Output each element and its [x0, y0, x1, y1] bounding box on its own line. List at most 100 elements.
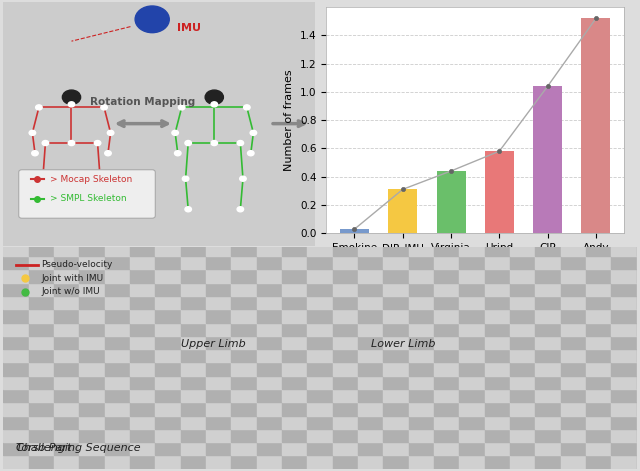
Bar: [536, 362, 561, 376]
Bar: [460, 283, 484, 296]
Bar: [637, 415, 640, 429]
Title: Enriched Data With Real IMU: Enriched Data With Real IMU: [380, 0, 571, 2]
Bar: [611, 190, 637, 203]
Bar: [358, 323, 383, 336]
Bar: [611, 163, 637, 177]
Bar: [484, 177, 510, 190]
Bar: [611, 229, 637, 243]
Bar: [333, 123, 358, 137]
Circle shape: [68, 102, 75, 107]
Bar: [257, 455, 282, 469]
Circle shape: [179, 105, 185, 110]
Bar: [104, 323, 130, 336]
Bar: [307, 455, 333, 469]
Bar: [104, 349, 130, 362]
Bar: [257, 283, 282, 296]
Bar: [434, 442, 460, 455]
Bar: [282, 309, 307, 323]
Bar: [130, 190, 156, 203]
Bar: [611, 323, 637, 336]
Bar: [460, 429, 484, 442]
Bar: [561, 389, 586, 402]
Bar: [561, 442, 586, 455]
Bar: [383, 163, 409, 177]
Circle shape: [244, 105, 250, 110]
Bar: [460, 442, 484, 455]
Bar: [156, 123, 180, 137]
Bar: [54, 442, 79, 455]
Bar: [333, 389, 358, 402]
Bar: [536, 429, 561, 442]
Bar: [536, 296, 561, 309]
Bar: [409, 336, 434, 349]
Bar: [536, 442, 561, 455]
Bar: [104, 163, 130, 177]
Bar: [130, 269, 156, 283]
Bar: [54, 389, 79, 402]
Bar: [510, 362, 536, 376]
Bar: [29, 349, 54, 362]
Bar: [409, 376, 434, 389]
Bar: [333, 323, 358, 336]
Bar: [460, 362, 484, 376]
Bar: [282, 376, 307, 389]
Text: Torso Part: Torso Part: [16, 443, 71, 453]
Bar: [434, 429, 460, 442]
Bar: [510, 123, 536, 137]
Bar: [231, 123, 257, 137]
Bar: [206, 296, 231, 309]
Bar: [29, 283, 54, 296]
Bar: [561, 123, 586, 137]
Bar: [104, 216, 130, 229]
Bar: [460, 137, 484, 150]
Bar: [409, 177, 434, 190]
Bar: [383, 455, 409, 469]
Bar: [206, 137, 231, 150]
Bar: [307, 216, 333, 229]
Bar: [54, 296, 79, 309]
Bar: [156, 150, 180, 163]
Circle shape: [211, 102, 218, 107]
Bar: [510, 389, 536, 402]
Bar: [3, 376, 29, 389]
Bar: [257, 177, 282, 190]
Bar: [510, 190, 536, 203]
Bar: [333, 256, 358, 269]
Bar: [156, 442, 180, 455]
Bar: [231, 216, 257, 229]
Bar: [307, 256, 333, 269]
Bar: [536, 309, 561, 323]
Bar: [333, 415, 358, 429]
Bar: [460, 455, 484, 469]
Bar: [130, 455, 156, 469]
Y-axis label: Number of frames: Number of frames: [285, 69, 294, 171]
Bar: [510, 415, 536, 429]
Bar: [484, 402, 510, 415]
Bar: [104, 269, 130, 283]
Bar: [434, 123, 460, 137]
Bar: [282, 177, 307, 190]
Bar: [130, 362, 156, 376]
Bar: [282, 415, 307, 429]
Bar: [180, 429, 206, 442]
Bar: [358, 296, 383, 309]
Bar: [54, 177, 79, 190]
Bar: [130, 137, 156, 150]
Bar: [358, 216, 383, 229]
Bar: [206, 203, 231, 216]
Bar: [180, 349, 206, 362]
Bar: [383, 190, 409, 203]
Bar: [282, 442, 307, 455]
Bar: [434, 137, 460, 150]
Bar: [536, 190, 561, 203]
Bar: [561, 309, 586, 323]
Bar: [257, 415, 282, 429]
Bar: [434, 256, 460, 269]
Bar: [536, 389, 561, 402]
Bar: [79, 336, 104, 349]
Bar: [307, 203, 333, 216]
Bar: [231, 362, 257, 376]
Bar: [79, 349, 104, 362]
Bar: [434, 389, 460, 402]
Bar: [510, 376, 536, 389]
